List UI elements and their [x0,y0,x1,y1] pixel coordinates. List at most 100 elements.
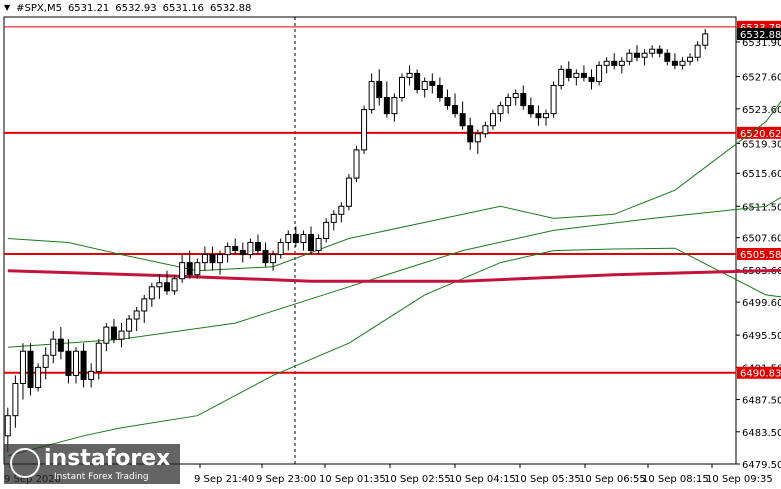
candle-body [512,93,519,99]
high-value: 6532.93 [115,3,157,14]
chart-header: ▼ #SPX,M5 6531.21 6532.93 6531.16 6532.8… [4,3,251,14]
level-label: 6505.58 [740,250,781,261]
candle-body [398,76,405,99]
candle-body [452,105,459,115]
candle-body [527,105,534,115]
candle-body [201,254,208,264]
candle-body [19,350,26,384]
candle-body [482,125,489,135]
candle-body [126,318,133,332]
y-tick-label: 6479.50 [742,460,781,471]
candle-body [148,286,155,300]
plot-frame [3,16,737,465]
low-value: 6531.16 [162,3,205,14]
candle-body [436,84,443,99]
candle-body [156,282,163,288]
candle-body [641,52,648,58]
candle-body [27,350,34,388]
open-value: 6531.21 [67,3,110,14]
candle-body [565,68,572,78]
candle-body [308,233,315,252]
candle-body [361,109,368,151]
candle-body [649,48,656,54]
candle-body [345,177,352,207]
candle-body [687,56,694,62]
candle-body [217,254,224,264]
candle-body [224,246,231,256]
candle-body [489,113,496,127]
candle-body [103,326,110,344]
candle-body [88,370,95,380]
candle-body [133,310,140,320]
candle-body [186,262,193,276]
candle-body [65,350,72,376]
candle-body [254,242,261,252]
x-tick-label: 10 Sep 09:35 [706,474,773,485]
candle-body [285,233,292,244]
candle-body [626,52,633,62]
candle-body [580,72,587,78]
candle-body [277,242,284,256]
candle-body [671,60,678,66]
candle-body [330,213,337,223]
y-tick-label: 6531.90 [742,38,781,49]
y-tick-label: 6515.60 [742,169,781,180]
bollinger-middle-band [7,196,781,348]
x-tick-label: 10 Sep 02:55 [384,474,451,485]
y-tick-label: 6499.60 [742,298,781,309]
candle-body [338,205,345,215]
candle-body [232,246,239,252]
candle-body [12,382,19,417]
candle-body [618,60,625,66]
candle-body [368,80,375,111]
current-price-label: 6532.88 [740,30,781,41]
x-tick-label: 10 Sep 04:15 [449,474,516,485]
candle-body [520,93,527,107]
y-tick-label: 6507.60 [742,234,781,245]
y-tick-label: 6519.30 [742,139,781,150]
candle-body [42,354,49,368]
candle-body [270,254,277,264]
candle-body [656,48,663,54]
y-tick-label: 6511.50 [742,202,781,213]
candle-body [573,72,580,78]
logo-tagline: Instant Forex Trading [54,472,149,482]
candle-body [694,44,701,58]
y-tick-label: 6527.60 [742,73,781,84]
candle-body [141,298,148,312]
candle-body [194,262,201,276]
candle-body [414,72,421,90]
level-label: 6490.83 [740,369,781,380]
candle-body [421,80,428,90]
candle-body [171,278,178,292]
x-tick-label: 10 Sep 06:55 [579,474,646,485]
level-label: 6520.62 [740,129,781,140]
candle-body [467,125,474,143]
candle-body [73,350,80,376]
x-tick-label: 9 Sep 23:00 [256,474,316,485]
candle-body [247,242,254,256]
level-tag [737,247,781,260]
x-tick-label: 10 Sep 08:15 [642,474,709,485]
candle-body [262,250,269,264]
candle-body [239,250,246,256]
y-tick-label: 6483.50 [742,428,781,439]
candle-body [292,233,299,244]
bollinger-lower-band [7,247,781,457]
level-tag [737,366,781,379]
candle-body [474,133,481,143]
close-value: 6532.88 [210,3,252,14]
symbol-label: #SPX,M5 [16,3,62,14]
candle-body [588,76,595,82]
candle-body [444,97,451,107]
candle-body [383,97,390,115]
logo-mark-icon [10,448,40,478]
candle-body [596,64,603,82]
candle-body [391,97,398,115]
candle-body [679,60,686,66]
bollinger-upper-band [7,100,781,272]
candle-body [209,254,216,264]
candle-body [633,52,640,58]
dropdown-arrow-icon[interactable]: ▼ [4,3,11,12]
